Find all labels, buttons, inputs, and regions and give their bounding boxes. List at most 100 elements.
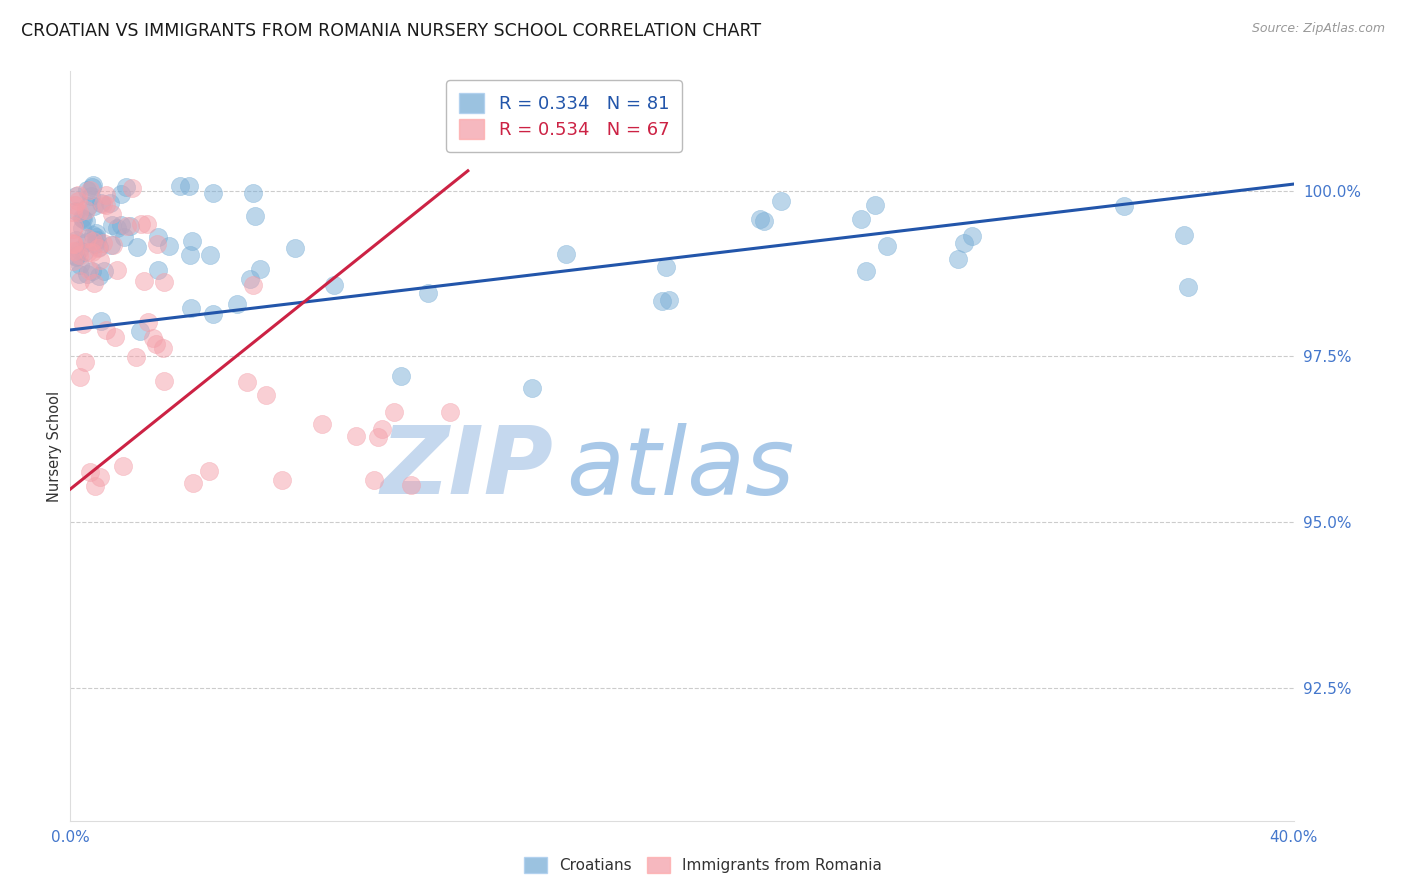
Point	[65, 249, 87, 263]
Point	[89, 253, 111, 268]
Point	[152, 374, 174, 388]
Point	[554, 246, 576, 260]
Point	[84, 230, 107, 244]
Point	[65, 250, 87, 264]
Point	[101, 238, 124, 252]
Point	[382, 405, 405, 419]
Point	[83, 199, 105, 213]
Point	[107, 220, 129, 235]
Point	[118, 219, 141, 234]
Point	[110, 218, 132, 232]
Point	[72, 212, 94, 227]
Point	[73, 355, 96, 369]
Point	[82, 234, 104, 248]
Point	[79, 465, 101, 479]
Point	[654, 260, 676, 275]
Point	[77, 245, 100, 260]
Text: atlas: atlas	[565, 423, 794, 514]
Point	[1177, 279, 1199, 293]
Point	[242, 278, 264, 293]
Point	[79, 183, 101, 197]
Point	[80, 189, 103, 203]
Point	[202, 186, 225, 200]
Point	[69, 370, 91, 384]
Point	[62, 205, 84, 219]
Point	[98, 196, 121, 211]
Point	[254, 388, 277, 402]
Point	[62, 253, 84, 268]
Point	[125, 350, 148, 364]
Point	[876, 238, 898, 252]
Point	[236, 375, 259, 389]
Point	[93, 264, 115, 278]
Point	[115, 219, 138, 233]
Point	[63, 244, 86, 259]
Point	[946, 252, 969, 266]
Point	[1173, 227, 1195, 242]
Legend: Croatians, Immigrants from Romania: Croatians, Immigrants from Romania	[517, 851, 889, 879]
Point	[952, 236, 974, 251]
Point	[89, 470, 111, 484]
Point	[855, 264, 877, 278]
Point	[67, 267, 90, 281]
Point	[522, 381, 544, 395]
Point	[399, 478, 422, 492]
Point	[865, 198, 887, 212]
Point	[311, 417, 333, 431]
Point	[76, 235, 98, 249]
Point	[243, 209, 266, 223]
Point	[75, 202, 97, 217]
Point	[169, 178, 191, 193]
Point	[89, 240, 111, 254]
Point	[82, 178, 104, 193]
Point	[658, 293, 681, 308]
Point	[749, 212, 772, 227]
Legend: R = 0.334   N = 81, R = 0.534   N = 67: R = 0.334 N = 81, R = 0.534 N = 67	[446, 80, 682, 152]
Point	[849, 212, 872, 227]
Point	[142, 331, 165, 345]
Point	[67, 194, 90, 208]
Point	[76, 267, 98, 281]
Point	[180, 301, 202, 315]
Point	[86, 241, 108, 255]
Point	[65, 233, 87, 247]
Point	[63, 237, 86, 252]
Point	[83, 479, 105, 493]
Text: CROATIAN VS IMMIGRANTS FROM ROMANIA NURSERY SCHOOL CORRELATION CHART: CROATIAN VS IMMIGRANTS FROM ROMANIA NURS…	[21, 22, 761, 40]
Point	[181, 234, 204, 248]
Point	[65, 203, 87, 218]
Point	[111, 459, 134, 474]
Point	[129, 217, 152, 231]
Point	[70, 211, 93, 225]
Point	[110, 186, 132, 201]
Point	[146, 236, 169, 251]
Point	[100, 207, 122, 221]
Point	[200, 248, 222, 262]
Point	[69, 274, 91, 288]
Text: Source: ZipAtlas.com: Source: ZipAtlas.com	[1251, 22, 1385, 36]
Point	[225, 297, 247, 311]
Point	[157, 239, 180, 253]
Point	[67, 247, 90, 261]
Point	[179, 248, 201, 262]
Point	[82, 179, 104, 194]
Point	[198, 464, 221, 478]
Point	[67, 205, 90, 219]
Point	[69, 258, 91, 272]
Point	[63, 219, 86, 233]
Point	[138, 315, 160, 329]
Point	[371, 422, 394, 436]
Text: ZIP: ZIP	[381, 423, 554, 515]
Point	[1114, 199, 1136, 213]
Point	[84, 237, 107, 252]
Point	[651, 293, 673, 308]
Point	[239, 272, 262, 286]
Point	[128, 324, 150, 338]
Point	[91, 235, 114, 250]
Point	[242, 186, 264, 201]
Point	[82, 227, 104, 242]
Point	[72, 317, 94, 331]
Point	[94, 188, 117, 202]
Point	[101, 219, 124, 233]
Point	[73, 244, 96, 259]
